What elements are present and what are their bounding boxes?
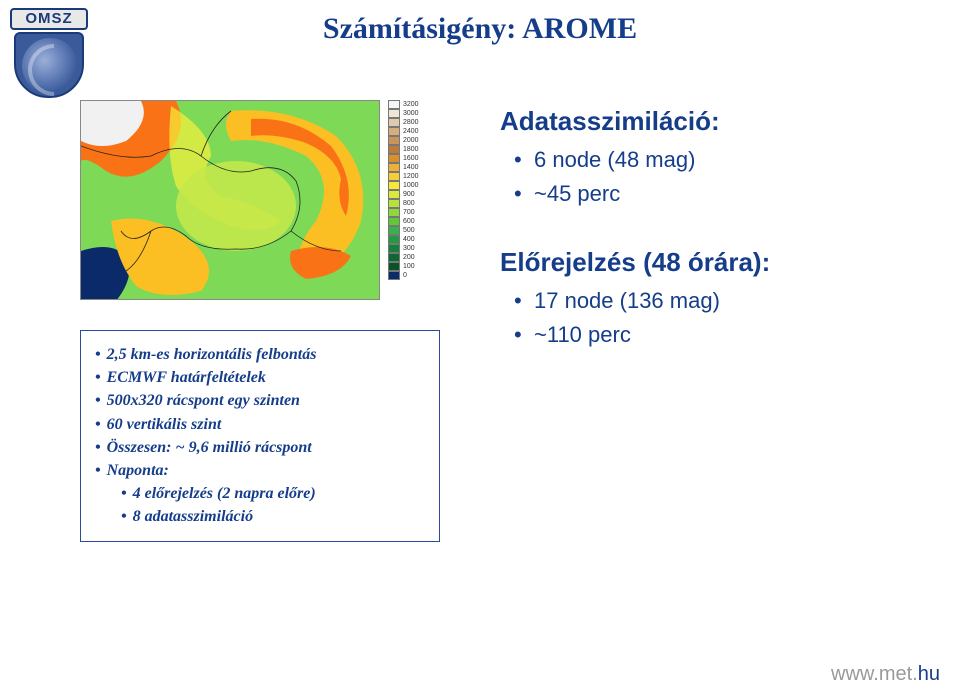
spec-item: Naponta:	[95, 459, 425, 482]
colorbar-row: 1400	[388, 163, 438, 172]
colorbar-swatch	[388, 208, 400, 217]
colorbar-swatch	[388, 235, 400, 244]
spec-item: 60 vertikális szint	[95, 413, 425, 436]
colorbar-swatch	[388, 100, 400, 109]
colorbar-swatch	[388, 262, 400, 271]
colorbar-swatch	[388, 190, 400, 199]
colorbar-swatch	[388, 226, 400, 235]
colorbar-label: 0	[403, 272, 407, 279]
colorbar-label: 1400	[403, 164, 419, 171]
colorbar-row: 0	[388, 271, 438, 280]
colorbar-label: 2000	[403, 137, 419, 144]
colorbar-label: 2800	[403, 119, 419, 126]
colorbar-label: 700	[403, 209, 415, 216]
colorbar-swatch	[388, 181, 400, 190]
colorbar-swatch	[388, 199, 400, 208]
colorbar-label: 300	[403, 245, 415, 252]
spec-box: 2,5 km-es horizontális felbontásECMWF ha…	[80, 330, 440, 542]
colorbar-row: 900	[388, 190, 438, 199]
spec-list: 2,5 km-es horizontális felbontásECMWF ha…	[95, 343, 425, 529]
colorbar-swatch	[388, 154, 400, 163]
spec-item: Összesen: ~ 9,6 millió rácspont	[95, 436, 425, 459]
colorbar-label: 1600	[403, 155, 419, 162]
colorbar-label: 1800	[403, 146, 419, 153]
colorbar-row: 3200	[388, 100, 438, 109]
map-container	[80, 100, 420, 300]
colorbar-row: 400	[388, 235, 438, 244]
colorbar-row: 1800	[388, 145, 438, 154]
colorbar-label: 100	[403, 263, 415, 270]
terrain-map	[80, 100, 380, 300]
colorbar-label: 3200	[403, 101, 419, 108]
colorbar-row: 800	[388, 199, 438, 208]
colorbar-label: 400	[403, 236, 415, 243]
page-title: Számításigény: AROME	[0, 12, 960, 46]
footer-mid: met.	[879, 663, 918, 685]
assimilation-item: ~45 perc	[534, 181, 920, 207]
spec-item: 500x320 rácspont egy szinten	[95, 389, 425, 412]
colorbar-swatch	[388, 136, 400, 145]
colorbar-row: 2400	[388, 127, 438, 136]
colorbar-swatch	[388, 172, 400, 181]
spec-subitem: 8 adatasszimiláció	[121, 505, 425, 528]
colorbar-label: 800	[403, 200, 415, 207]
assimilation-section: Adatasszimiláció: 6 node (48 mag) ~45 pe…	[500, 106, 920, 207]
forecast-item: ~110 perc	[534, 322, 920, 348]
footer-url: www.met.hu	[831, 663, 940, 686]
forecast-section: Előrejelzés (48 órára): 17 node (136 mag…	[500, 247, 920, 348]
elevation-colorbar: 3200300028002400200018001600140012001000…	[388, 100, 438, 280]
terrain-svg	[81, 101, 380, 300]
right-column: Adatasszimiláció: 6 node (48 mag) ~45 pe…	[500, 106, 920, 356]
colorbar-label: 600	[403, 218, 415, 225]
colorbar-swatch	[388, 244, 400, 253]
colorbar-row: 600	[388, 217, 438, 226]
colorbar-swatch	[388, 217, 400, 226]
colorbar-row: 2800	[388, 118, 438, 127]
colorbar-label: 1200	[403, 173, 419, 180]
colorbar-label: 3000	[403, 110, 419, 117]
colorbar-label: 1000	[403, 182, 419, 189]
spec-subitem: 4 előrejelzés (2 napra előre)	[121, 482, 425, 505]
colorbar-label: 2400	[403, 128, 419, 135]
spec-item: 2,5 km-es horizontális felbontás	[95, 343, 425, 366]
colorbar-row: 3000	[388, 109, 438, 118]
spec-item: ECMWF határfeltételek	[95, 366, 425, 389]
assimilation-item: 6 node (48 mag)	[534, 147, 920, 173]
logo-swirl-icon	[22, 38, 78, 94]
colorbar-row: 300	[388, 244, 438, 253]
colorbar-row: 700	[388, 208, 438, 217]
colorbar-row: 100	[388, 262, 438, 271]
forecast-heading: Előrejelzés (48 órára):	[500, 247, 920, 278]
colorbar-swatch	[388, 109, 400, 118]
assimilation-heading: Adatasszimiláció:	[500, 106, 920, 137]
colorbar-row: 500	[388, 226, 438, 235]
colorbar-label: 900	[403, 191, 415, 198]
footer-pre: www.	[831, 663, 879, 685]
colorbar-swatch	[388, 271, 400, 280]
colorbar-swatch	[388, 145, 400, 154]
colorbar-row: 1000	[388, 181, 438, 190]
footer-suf: hu	[918, 663, 940, 685]
colorbar-label: 500	[403, 227, 415, 234]
colorbar-swatch	[388, 127, 400, 136]
colorbar-row: 2000	[388, 136, 438, 145]
colorbar-swatch	[388, 253, 400, 262]
colorbar-row: 1200	[388, 172, 438, 181]
colorbar-swatch	[388, 118, 400, 127]
colorbar-row: 1600	[388, 154, 438, 163]
colorbar-swatch	[388, 163, 400, 172]
colorbar-row: 200	[388, 253, 438, 262]
colorbar-label: 200	[403, 254, 415, 261]
forecast-item: 17 node (136 mag)	[534, 288, 920, 314]
